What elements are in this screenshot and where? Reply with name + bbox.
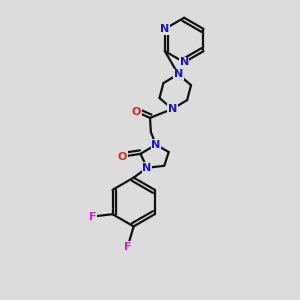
Text: N: N	[142, 163, 152, 173]
Text: N: N	[168, 104, 177, 114]
Text: N: N	[174, 69, 183, 79]
Text: F: F	[88, 212, 96, 222]
Text: N: N	[180, 57, 189, 67]
Text: O: O	[118, 152, 127, 161]
Text: N: N	[151, 140, 160, 150]
Text: F: F	[124, 242, 131, 252]
Text: N: N	[160, 24, 170, 34]
Text: O: O	[132, 107, 141, 117]
